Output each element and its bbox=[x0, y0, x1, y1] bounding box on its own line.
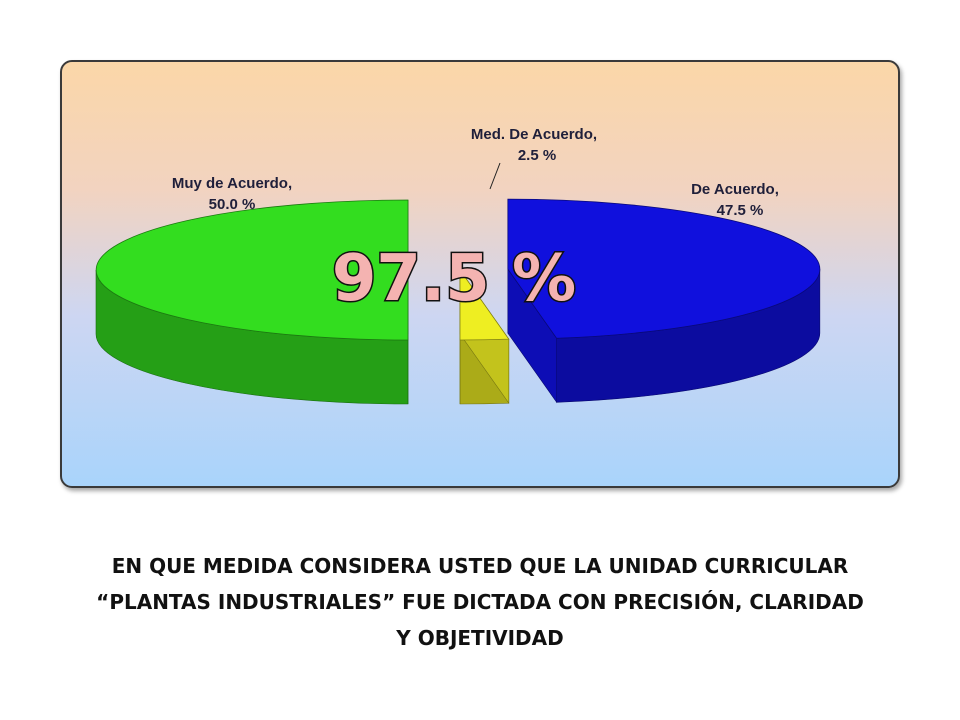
caption-line-2: “PLANTAS INDUSTRIALES” FUE DICTADA CON P… bbox=[96, 590, 864, 614]
slice-label-med-de-acuerdo-value: 2.5 % bbox=[518, 147, 556, 164]
pie-slice-de-acuerdo bbox=[507, 198, 821, 404]
caption-line-3: Y OBJETIVIDAD bbox=[396, 626, 564, 650]
slice-label-de-acuerdo-name: De Acuerdo, bbox=[691, 181, 779, 198]
slice-label-med-de-acuerdo-name: Med. De Acuerdo, bbox=[471, 126, 597, 143]
pie-chart: Muy de Acuerdo, 50.0 % Med. De Acuerdo, … bbox=[95, 126, 821, 405]
pie-slice-med-de-acuerdo bbox=[459, 268, 510, 405]
pie-slice-muy-de-acuerdo bbox=[95, 199, 409, 405]
chart-panel: Muy de Acuerdo, 50.0 % Med. De Acuerdo, … bbox=[60, 60, 900, 488]
slice-label-muy-de-acuerdo-value: 50.0 % bbox=[209, 196, 256, 213]
slice-top-1 bbox=[459, 268, 510, 341]
slice-label-de-acuerdo-value: 47.5 % bbox=[717, 202, 764, 219]
pie-slices bbox=[95, 198, 821, 405]
caption-line-1: EN QUE MEDIDA CONSIDERA USTED QUE LA UNI… bbox=[111, 554, 849, 578]
slice-top-0 bbox=[95, 199, 409, 341]
pie-labels: Muy de Acuerdo, 50.0 % Med. De Acuerdo, … bbox=[172, 126, 779, 219]
chart-caption: EN QUE MEDIDA CONSIDERA USTED QUE LA UNI… bbox=[40, 548, 920, 656]
slice-label-muy-de-acuerdo-name: Muy de Acuerdo, bbox=[172, 175, 292, 192]
slice-top-2 bbox=[507, 198, 821, 339]
med-acuerdo-leader-line bbox=[489, 162, 501, 190]
center-total-label: 97.5 % bbox=[332, 242, 576, 316]
